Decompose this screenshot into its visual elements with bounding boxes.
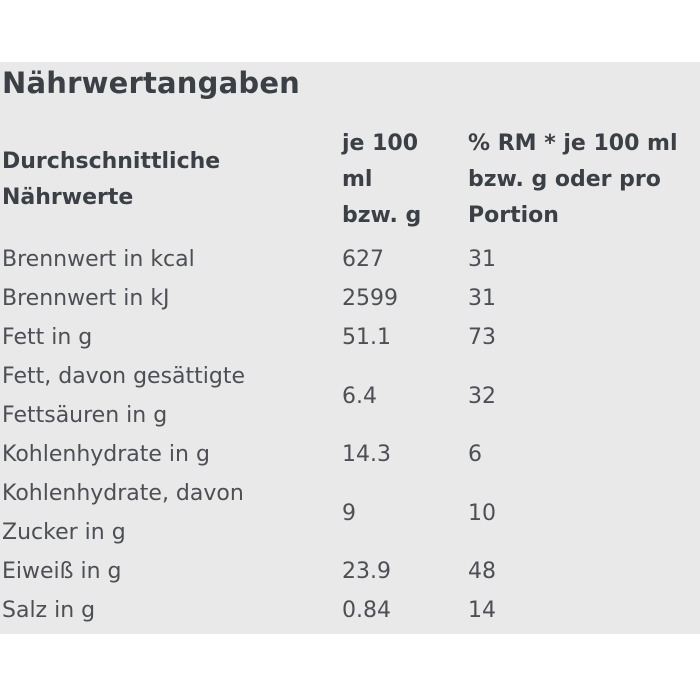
row-value-per100: 14.3 <box>342 442 391 467</box>
row-label: Kohlenhydrate in g <box>2 442 210 467</box>
table-row: Eiweiß in g 23.9 48 <box>0 552 700 591</box>
table-row: Brennwert in kJ 2599 31 <box>0 279 700 318</box>
row-value-rm: 32 <box>468 383 496 409</box>
row-value-per100: 6.4 <box>342 383 377 409</box>
row-label: Brennwert in kcal <box>2 247 195 272</box>
row-value-per100: 51.1 <box>342 325 391 350</box>
header-per-100: je 100 ml bzw. g <box>342 131 422 228</box>
page-title: Nährwertangaben <box>2 66 301 100</box>
row-label: Salz in g <box>2 598 96 623</box>
row-label: Eiweiß in g <box>2 559 122 584</box>
row-value-rm: 31 <box>468 247 496 272</box>
row-value-per100: 23.9 <box>342 559 391 584</box>
table-row: Salz in g 0.84 14 <box>0 591 700 630</box>
row-label: Fett, davon gesättigte Fettsäuren in g <box>2 364 246 428</box>
table-row: Fett in g 51.1 73 <box>0 318 700 357</box>
nutrition-panel: Nährwertangaben Durchschnittliche Nährwe… <box>0 62 700 634</box>
row-value-per100: 627 <box>342 247 384 272</box>
row-value-per100: 0.84 <box>342 598 391 623</box>
row-value-per100: 2599 <box>342 286 398 311</box>
row-label: Fett in g <box>2 325 93 350</box>
row-value-per100: 9 <box>342 500 356 526</box>
table-body: Brennwert in kcal 627 31 Brennwert in kJ… <box>0 240 700 630</box>
row-label: Kohlenhydrate, davon Zucker in g <box>2 481 244 545</box>
table-row: Brennwert in kcal 627 31 <box>0 240 700 279</box>
row-value-rm: 73 <box>468 325 496 350</box>
row-value-rm: 31 <box>468 286 496 311</box>
nutrition-table: Durchschnittliche Nährwerte je 100 ml bz… <box>0 126 700 630</box>
row-value-rm: 14 <box>468 598 496 623</box>
table-row: Kohlenhydrate in g 14.3 6 <box>0 435 700 474</box>
header-nutrients: Durchschnittliche Nährwerte <box>2 149 221 210</box>
table-header-row: Durchschnittliche Nährwerte je 100 ml bz… <box>0 126 700 234</box>
table-row: Kohlenhydrate, davon Zucker in g 9 10 <box>0 474 700 552</box>
row-label: Brennwert in kJ <box>2 286 170 311</box>
row-value-rm: 10 <box>468 500 496 526</box>
row-value-rm: 48 <box>468 559 496 584</box>
header-rm-percent: % RM * je 100 ml bzw. g oder pro Portion <box>468 131 678 228</box>
row-value-rm: 6 <box>468 442 482 467</box>
table-row: Fett, davon gesättigte Fettsäuren in g 6… <box>0 357 700 435</box>
